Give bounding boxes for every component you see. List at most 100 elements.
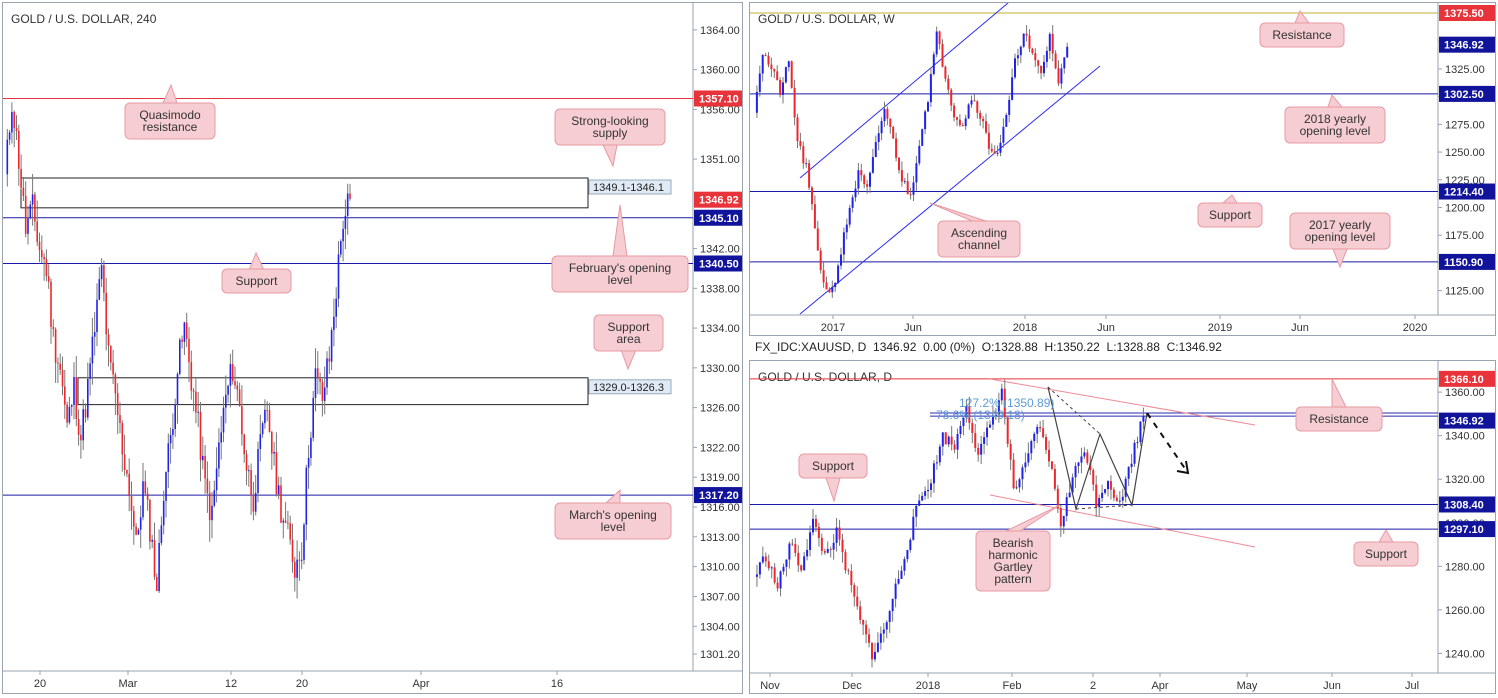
candle-body bbox=[871, 157, 874, 173]
candle-body bbox=[294, 561, 296, 578]
weekly-chart-panel[interactable]: 1350.001325.001300.001275.001250.001225.… bbox=[749, 2, 1496, 336]
candle-body bbox=[241, 406, 243, 435]
candle-body bbox=[1115, 497, 1118, 501]
candle-body bbox=[987, 132, 990, 149]
callout-text: area bbox=[616, 332, 640, 346]
candle-body bbox=[773, 69, 776, 72]
candle-body bbox=[755, 574, 758, 577]
candle-body bbox=[1112, 489, 1115, 498]
candle-body bbox=[866, 184, 869, 187]
callout-box bbox=[551, 255, 689, 293]
candle-body bbox=[22, 187, 25, 196]
candle-body bbox=[947, 436, 950, 445]
price-badge-label: 1297.10 bbox=[1444, 524, 1484, 536]
candle-body bbox=[1040, 65, 1043, 74]
candle-body bbox=[1021, 467, 1024, 480]
candle-body bbox=[1086, 452, 1089, 463]
daily-chart-panel[interactable]: 1360.001340.001320.001300.001280.001260.… bbox=[749, 360, 1496, 694]
candle-body bbox=[761, 55, 764, 74]
price-badge-label: 1340.50 bbox=[699, 258, 739, 270]
candle-body bbox=[773, 567, 776, 583]
candle-body bbox=[1083, 452, 1086, 457]
candle-body bbox=[87, 378, 89, 418]
price-badge-label: 1308.40 bbox=[1444, 499, 1484, 511]
weekly-chart[interactable]: 1350.001325.001300.001275.001250.001225.… bbox=[750, 3, 1496, 336]
candle-body bbox=[114, 374, 117, 394]
candle-body bbox=[842, 232, 845, 255]
callout-box bbox=[1259, 22, 1345, 48]
candle-body bbox=[271, 431, 273, 454]
daily-chart[interactable]: 1360.001340.001320.001300.001280.001260.… bbox=[750, 361, 1496, 694]
candle-body bbox=[165, 471, 167, 501]
candle-body bbox=[800, 565, 803, 571]
candle-body bbox=[903, 181, 906, 183]
candle-body bbox=[54, 329, 57, 363]
candle-body bbox=[794, 544, 797, 553]
candle-body bbox=[52, 327, 55, 330]
candle-body bbox=[805, 163, 808, 165]
price-tick-label: 1313.00 bbox=[700, 532, 740, 544]
candle-body bbox=[944, 66, 947, 79]
candle-body bbox=[188, 338, 190, 363]
candle-body bbox=[982, 118, 985, 122]
candle-body bbox=[882, 629, 885, 634]
price-tick-label: 1320.00 bbox=[1445, 474, 1485, 486]
candle-body bbox=[225, 394, 227, 408]
candle-body bbox=[755, 91, 758, 113]
candle-body bbox=[45, 259, 48, 277]
candle-body bbox=[796, 117, 799, 142]
candle-body bbox=[15, 128, 18, 131]
candle-body bbox=[346, 193, 349, 216]
candle-body bbox=[105, 292, 107, 335]
candle-body bbox=[31, 194, 34, 205]
h4-chart-panel[interactable]: 1364.001360.001356.001351.001345.001342.… bbox=[2, 2, 743, 694]
candle-body bbox=[1080, 456, 1083, 463]
price-tick-label: 1360.00 bbox=[700, 65, 740, 77]
candle-body bbox=[268, 410, 271, 432]
candle-body bbox=[932, 463, 935, 484]
candle-body bbox=[20, 168, 22, 188]
candle-body bbox=[924, 111, 927, 130]
candle-body bbox=[172, 428, 174, 435]
candle-body bbox=[1045, 50, 1048, 62]
price-badge bbox=[1439, 412, 1495, 429]
candle-body bbox=[289, 523, 291, 540]
price-tick-label: 1307.00 bbox=[700, 591, 740, 603]
gartley-pattern-lines bbox=[1047, 386, 1148, 512]
price-tick-label: 1200.00 bbox=[1445, 202, 1485, 214]
candle-body bbox=[1009, 443, 1012, 460]
candle-body bbox=[850, 571, 853, 586]
candle-body bbox=[965, 406, 968, 418]
candle-body bbox=[832, 542, 835, 550]
candle-body bbox=[820, 537, 823, 551]
candle-body bbox=[238, 389, 241, 407]
candle-body bbox=[909, 539, 912, 550]
candle-body bbox=[885, 622, 888, 630]
candle-body bbox=[1101, 492, 1104, 499]
callout-text: Gartley bbox=[994, 560, 1033, 574]
candle-body bbox=[1130, 463, 1133, 467]
candle-body bbox=[43, 256, 45, 260]
candle-body bbox=[126, 470, 128, 474]
candle-body bbox=[787, 61, 790, 68]
candle-body bbox=[24, 195, 27, 234]
candle-body bbox=[1033, 433, 1036, 442]
chart-title: GOLD / U.S. DOLLAR, W bbox=[758, 12, 895, 26]
callout-box bbox=[124, 102, 216, 140]
candle-body bbox=[1045, 437, 1048, 450]
candle-body bbox=[860, 170, 863, 176]
candle-body bbox=[1139, 421, 1142, 443]
price-badge-label: 1346.92 bbox=[1444, 416, 1484, 428]
candle-body bbox=[41, 250, 43, 257]
candle-body bbox=[314, 368, 317, 398]
candle-body bbox=[930, 483, 932, 490]
candle-body bbox=[259, 434, 262, 450]
candle-body bbox=[84, 409, 87, 418]
h4-chart[interactable]: 1364.001360.001356.001351.001345.001342.… bbox=[3, 3, 743, 694]
candle-body bbox=[1053, 468, 1056, 489]
candle-body bbox=[70, 405, 73, 407]
candle-body bbox=[1127, 466, 1130, 479]
candle-body bbox=[970, 100, 973, 105]
candle-body bbox=[29, 204, 32, 219]
